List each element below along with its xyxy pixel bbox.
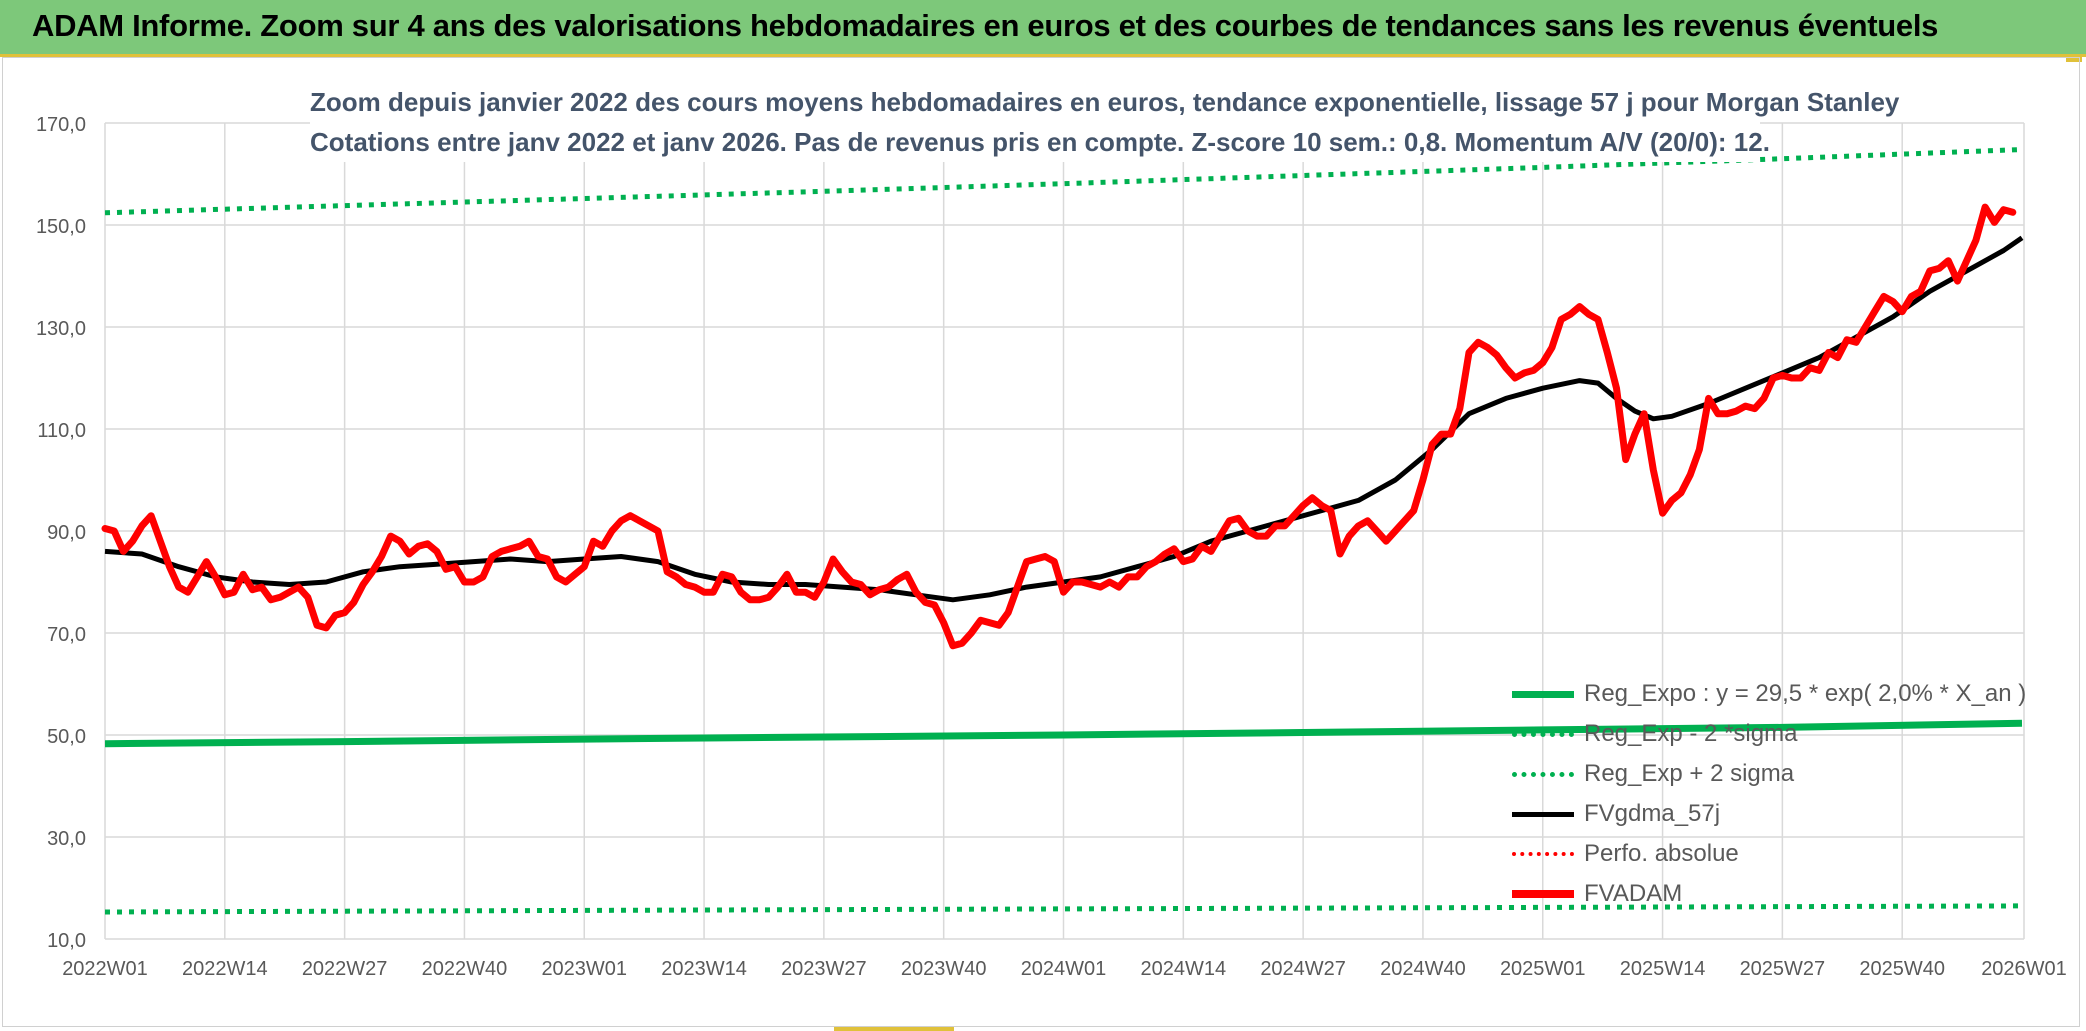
y-tick-label: 30,0 xyxy=(47,828,86,850)
report-banner: ADAM Informe. Zoom sur 4 ans des valoris… xyxy=(0,0,2086,57)
x-tick-label: 2024W14 xyxy=(1141,958,1227,980)
legend-item-fvadam: FVADAM xyxy=(1508,874,2028,914)
x-tick-label: 2022W27 xyxy=(302,958,388,980)
x-tick-label: 2024W27 xyxy=(1260,958,1346,980)
y-tick-label: 170,0 xyxy=(36,114,86,136)
y-tick-label: 70,0 xyxy=(47,624,86,646)
legend-item-reg-exp-minus: Reg_Exp - 2 *sigma xyxy=(1508,714,2028,754)
x-tick-label: 2023W01 xyxy=(541,958,627,980)
x-tick-label: 2025W27 xyxy=(1740,958,1826,980)
legend-label: FVgdma_57j xyxy=(1584,800,1721,827)
grid-layer xyxy=(104,122,2025,940)
legend-label: Perfo. absolue xyxy=(1584,840,1739,867)
x-tick-label: 2023W40 xyxy=(901,958,987,980)
x-tick-label: 2024W40 xyxy=(1380,958,1466,980)
legend-item-reg-exp-plus: Reg_Exp + 2 sigma xyxy=(1508,754,2028,794)
corner-accent-right xyxy=(2066,54,2082,62)
x-tick-label: 2024W01 xyxy=(1021,958,1107,980)
corner-accent-bottom xyxy=(834,1026,954,1031)
y-tick-label: 50,0 xyxy=(47,726,86,748)
y-tick-label: 90,0 xyxy=(47,522,86,544)
legend-label: Reg_Exp - 2 *sigma xyxy=(1584,720,1798,747)
chart-title-line-2: Cotations entre janv 2022 et janv 2026. … xyxy=(310,127,1770,157)
report-title: ADAM Informe. Zoom sur 4 ans des valoris… xyxy=(32,8,1939,43)
x-tick-label: 2025W14 xyxy=(1620,958,1706,980)
x-tick-label: 2022W14 xyxy=(182,958,268,980)
legend-item-fvgdma: FVgdma_57j xyxy=(1508,794,2028,834)
chart-legend: Reg_Expo : y = 29,5 * exp( 2,0% * X_an )… xyxy=(1508,674,2028,914)
x-tick-label: 2025W40 xyxy=(1859,958,1945,980)
x-tick-label: 2023W14 xyxy=(661,958,747,980)
series-dot-green-line xyxy=(104,903,2023,915)
y-tick-label: 150,0 xyxy=(36,216,86,238)
series-solid-green-line xyxy=(104,719,2023,748)
legend-label: FVADAM xyxy=(1584,880,1683,907)
y-tick-label: 110,0 xyxy=(37,420,86,442)
x-tick-label: 2022W40 xyxy=(422,958,508,980)
legend-label: Reg_Exp + 2 sigma xyxy=(1584,760,1795,787)
y-axis: 10,0 30,0 50,0 70,0 90,0 110,0 130,0 150,0 170,0 xyxy=(36,114,86,952)
legend-swatch xyxy=(1512,731,1574,737)
x-tick-label: 2023W27 xyxy=(781,958,867,980)
legend-item-perfo-absolue: Perfo. absolue xyxy=(1508,834,2028,874)
legend-swatch xyxy=(1512,811,1574,817)
legend-swatch xyxy=(1512,852,1574,856)
x-tick-label: 2022W01 xyxy=(62,958,148,980)
chart-title-line-1: Zoom depuis janvier 2022 des cours moyen… xyxy=(310,87,1900,117)
chart-frame xyxy=(2,57,2080,1027)
y-tick-label: 130,0 xyxy=(36,318,86,340)
x-tick-label: 2026W01 xyxy=(1981,958,2067,980)
legend-swatch xyxy=(1512,890,1574,898)
x-tick-label: 2025W01 xyxy=(1500,958,1586,980)
y-tick-label: 10,0 xyxy=(47,930,86,952)
legend-swatch xyxy=(1512,771,1574,777)
x-axis: 2022W01 2022W14 2022W27 2022W40 2023W01 2023W… xyxy=(62,958,2067,980)
legend-swatch xyxy=(1512,690,1574,698)
legend-label: Reg_Expo : y = 29,5 * exp( 2,0% * X_an ) xyxy=(1584,680,2027,707)
series-solid-red-line xyxy=(101,203,2017,650)
legend-item-reg-expo: Reg_Expo : y = 29,5 * exp( 2,0% * X_an ) xyxy=(1508,674,2028,714)
chart-title: Zoom depuis janvier 2022 des cours moyen… xyxy=(310,82,1900,162)
